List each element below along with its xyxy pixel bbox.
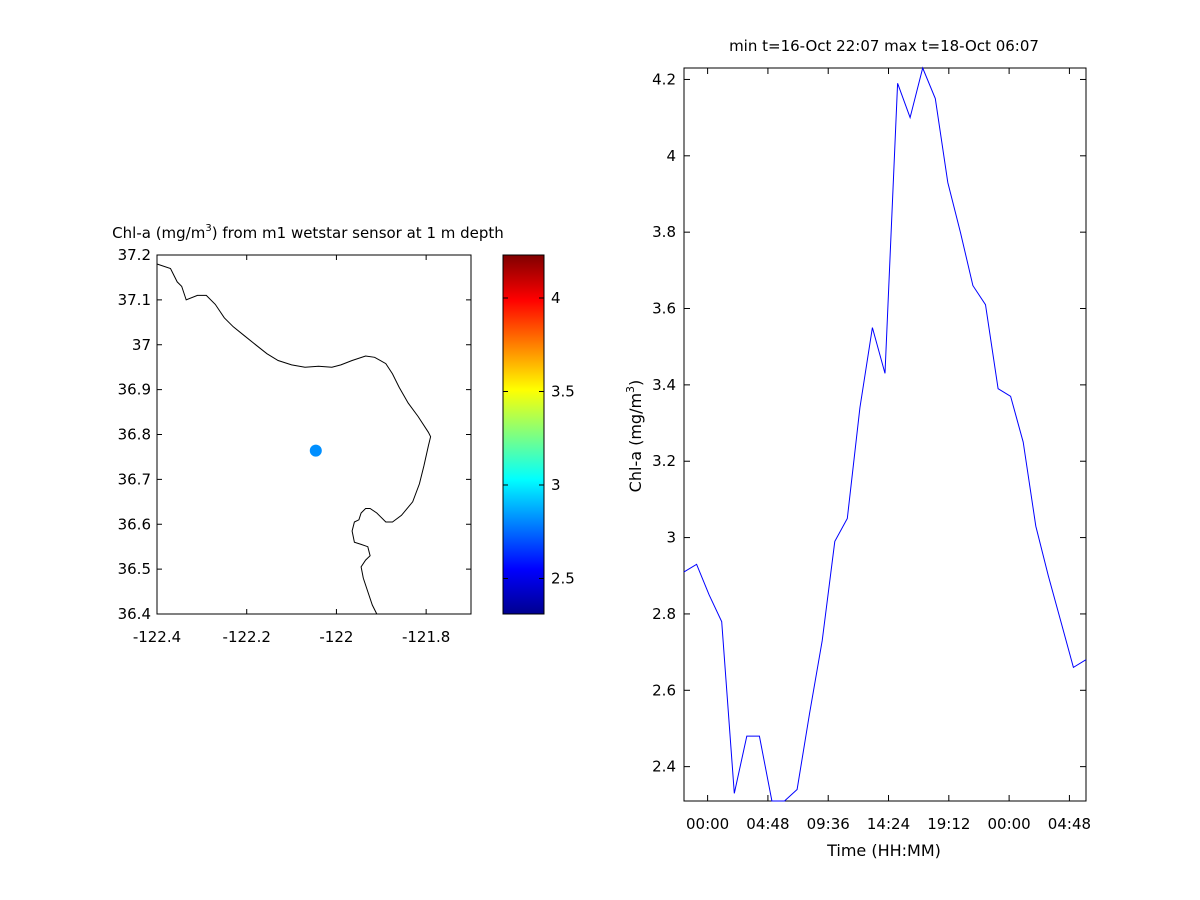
colorbar: 2.5 3 3.5 4 (502, 254, 575, 615)
coastline (156, 263, 432, 615)
map-ytick-label: 36.8 (118, 426, 151, 444)
map-data-point (309, 444, 322, 457)
timeseries-xlabel: Time (HH:MM) (826, 841, 941, 860)
map-points (309, 444, 322, 457)
ts-xtick-label: 09:36 (807, 815, 850, 833)
map-title: Chl-a (mg/m3) from m1 wetstar sensor at … (112, 223, 504, 242)
colorbar-tick-label: 4 (551, 289, 561, 307)
timeseries-axes-box (683, 67, 1087, 802)
ts-ytick-label: 2.4 (652, 758, 676, 776)
map-ytick-label: 37 (132, 336, 151, 354)
colorbar-ticks: 2.5 3 3.5 4 (503, 289, 575, 587)
colorbar-tick-label: 3 (551, 476, 561, 494)
map-ytick-label: 36.9 (118, 381, 151, 399)
ts-ytick-label: 3.8 (652, 223, 676, 241)
timeseries-ylabel: Chl-a (mg/m3) (624, 380, 645, 493)
ts-xtick-label: 04:48 (1048, 815, 1091, 833)
timeseries-title: min t=16-Oct 22:07 max t=18-Oct 06:07 (729, 37, 1039, 55)
ts-ytick-label: 4.2 (652, 70, 676, 88)
colorbar-tick-label: 2.5 (551, 569, 575, 587)
map-ytick-label: 36.6 (118, 515, 151, 533)
map-ytick-label: 36.7 (118, 470, 151, 488)
ts-ytick-label: 3.2 (652, 452, 676, 470)
map-xtick-label: -121.8 (402, 628, 450, 646)
map-ytick-label: 37.1 (118, 291, 151, 309)
ts-xtick-label: 19:12 (927, 815, 970, 833)
timeseries-panel: min t=16-Oct 22:07 max t=18-Oct 06:07 00… (624, 37, 1091, 860)
map-ytick-label: 36.5 (118, 560, 151, 578)
series-line (683, 66, 1087, 802)
map-xtick-label: -122.2 (223, 628, 271, 646)
colorbar-gradient (502, 254, 545, 615)
ts-ytick-label: 3.4 (652, 376, 676, 394)
ts-ytick-label: 4 (666, 147, 676, 165)
ts-xtick-label: 00:00 (988, 815, 1031, 833)
map-ytick-label: 37.2 (118, 246, 151, 264)
ts-ytick-label: 2.8 (652, 605, 676, 623)
ts-ytick-label: 3 (666, 529, 676, 547)
ts-xtick-label: 00:00 (686, 815, 729, 833)
map-ytick-label: 36.4 (118, 605, 151, 623)
timeseries-ticks: 00:00 04:48 09:36 14:24 19:12 00:00 04:48 2.4 2.… (652, 68, 1091, 833)
map-ticks: -122.4 -122.2 -122 -121.8 36.4 36.5 36.6 36.7 36… (118, 246, 471, 646)
ts-ytick-label: 2.6 (652, 681, 676, 699)
ts-xtick-label: 14:24 (867, 815, 910, 833)
map-axes-box (156, 254, 472, 615)
ts-xtick-label: 04:48 (746, 815, 789, 833)
map-xtick-label: -122.4 (133, 628, 181, 646)
ts-ytick-label: 3.6 (652, 300, 676, 318)
map-xtick-label: -122 (319, 628, 353, 646)
colorbar-tick-label: 3.5 (551, 382, 575, 400)
map-panel: Chl-a (mg/m3) from m1 wetstar sensor at … (112, 223, 504, 646)
